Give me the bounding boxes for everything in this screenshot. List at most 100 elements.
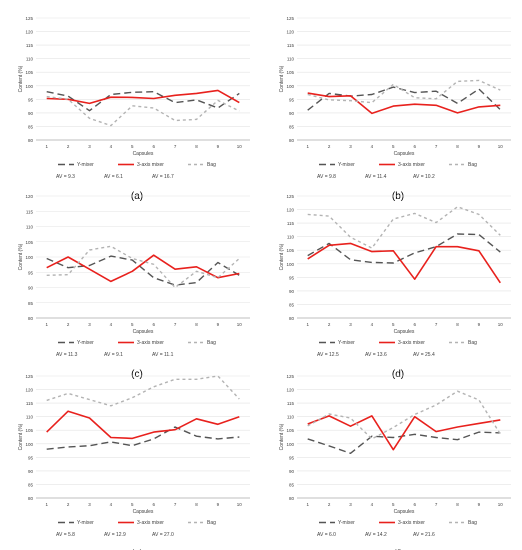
av-value-label: AV = 12.9 [104,532,126,538]
data-point-three-axis-mixer [436,105,437,106]
data-point-three-axis-mixer [414,279,415,280]
x-tick-label: 4 [110,144,113,149]
legend-label-y-mixer: Y-mixer [77,340,94,346]
data-point-three-axis-mixer [457,246,458,247]
data-point-y-mixer [89,445,90,446]
y-tick-label: 90 [289,289,295,294]
y-tick-label: 115 [26,401,34,406]
data-point-y-mixer [110,441,111,442]
data-point-bag [68,274,69,275]
y-tick-label: 110 [287,235,295,240]
y-tick-label: 80 [28,316,34,321]
y-tick-label: 85 [289,124,295,129]
x-tick-label: 1 [45,322,48,327]
x-tick-label: 8 [456,322,459,327]
legend-label-bag: Bag [468,162,477,168]
data-point-three-axis-mixer [307,92,308,93]
y-tick-label: 85 [289,482,295,487]
y-axis-title: Content (%) [279,423,285,450]
series-line-bag [46,245,240,289]
legend-label-y-mixer: Y-mixer [338,340,355,346]
x-tick-label: 5 [131,144,134,149]
series-line-y-mixer [307,233,501,264]
data-point-bag [217,375,218,376]
data-point-bag [217,277,218,278]
data-point-y-mixer [132,92,133,93]
x-tick-label: 7 [435,502,438,507]
data-point-three-axis-mixer [153,255,154,256]
x-tick-label: 10 [498,322,504,327]
data-point-bag [153,264,154,265]
y-tick-label: 120 [25,194,33,199]
y-tick-label: 100 [25,84,33,89]
y-tick-label: 120 [286,388,294,393]
y-axis-title: Content (%) [18,65,24,92]
data-point-y-mixer [153,91,154,92]
x-tick-label: 9 [478,502,481,507]
x-tick-label: 2 [328,144,331,149]
y-tick-label: 100 [286,442,294,447]
y-tick-label: 80 [289,138,295,143]
data-point-three-axis-mixer [329,96,330,97]
data-point-three-axis-mixer [110,97,111,98]
data-point-three-axis-mixer [196,93,197,94]
data-point-y-mixer [393,437,394,438]
data-point-y-mixer [350,453,351,454]
data-point-bag [414,97,415,98]
data-point-bag [350,417,351,418]
x-tick-label: 2 [328,322,331,327]
data-point-y-mixer [329,93,330,94]
data-point-three-axis-mixer [89,269,90,270]
data-point-three-axis-mixer [500,282,501,283]
series-line-y-mixer [307,86,501,111]
data-point-y-mixer [500,109,501,110]
series-line-y-mixer [46,90,240,112]
x-tick-label: 3 [88,144,91,149]
av-value-label: AV = 14.2 [365,532,387,538]
data-point-y-mixer [478,234,479,235]
x-axis-title: Capsules [133,509,154,515]
x-tick-label: 10 [498,144,504,149]
data-point-y-mixer [436,91,437,92]
x-tick-label: 4 [110,322,113,327]
legend-label-bag: Bag [207,340,216,346]
legend-label-y-mixer: Y-mixer [77,162,94,168]
data-point-y-mixer [89,265,90,266]
panel-label: (a) [131,191,143,202]
y-tick-label: 90 [289,469,295,474]
data-point-three-axis-mixer [110,281,111,282]
y-tick-label: 80 [28,496,34,501]
x-tick-label: 10 [237,502,243,507]
y-tick-label: 110 [26,225,34,230]
data-point-bag [46,275,47,276]
data-point-bag [132,397,133,398]
y-tick-label: 90 [28,286,34,291]
y-axis-title: Content (%) [279,65,285,92]
data-point-bag [329,99,330,100]
data-point-three-axis-mixer [457,112,458,113]
y-tick-label: 115 [287,401,295,406]
x-tick-label: 5 [131,322,134,327]
data-point-y-mixer [239,275,240,276]
panel-label: (b) [392,191,404,202]
data-point-bag [196,119,197,120]
x-tick-label: 8 [195,322,198,327]
x-tick-label: 3 [349,502,352,507]
x-tick-label: 9 [478,322,481,327]
x-tick-label: 5 [392,502,395,507]
chart-panel-3: 80 85 90 95 100 105 110 115 120 1 2 3 4 5 6 7 8 9 10 Capsul… [18,194,250,380]
data-point-three-axis-mixer [132,271,133,272]
legend-label-three-axis-mixer: 3-axis mixer [398,340,425,346]
data-point-three-axis-mixer [500,419,501,420]
x-tick-label: 6 [152,144,155,149]
data-point-three-axis-mixer [68,411,69,412]
data-point-y-mixer [239,436,240,437]
data-point-bag [329,215,330,216]
x-tick-label: 6 [152,502,155,507]
data-point-three-axis-mixer [414,104,415,105]
x-axis-title: Capsules [394,151,415,157]
data-point-bag [110,246,111,247]
data-point-bag [132,105,133,106]
data-point-y-mixer [371,94,372,95]
